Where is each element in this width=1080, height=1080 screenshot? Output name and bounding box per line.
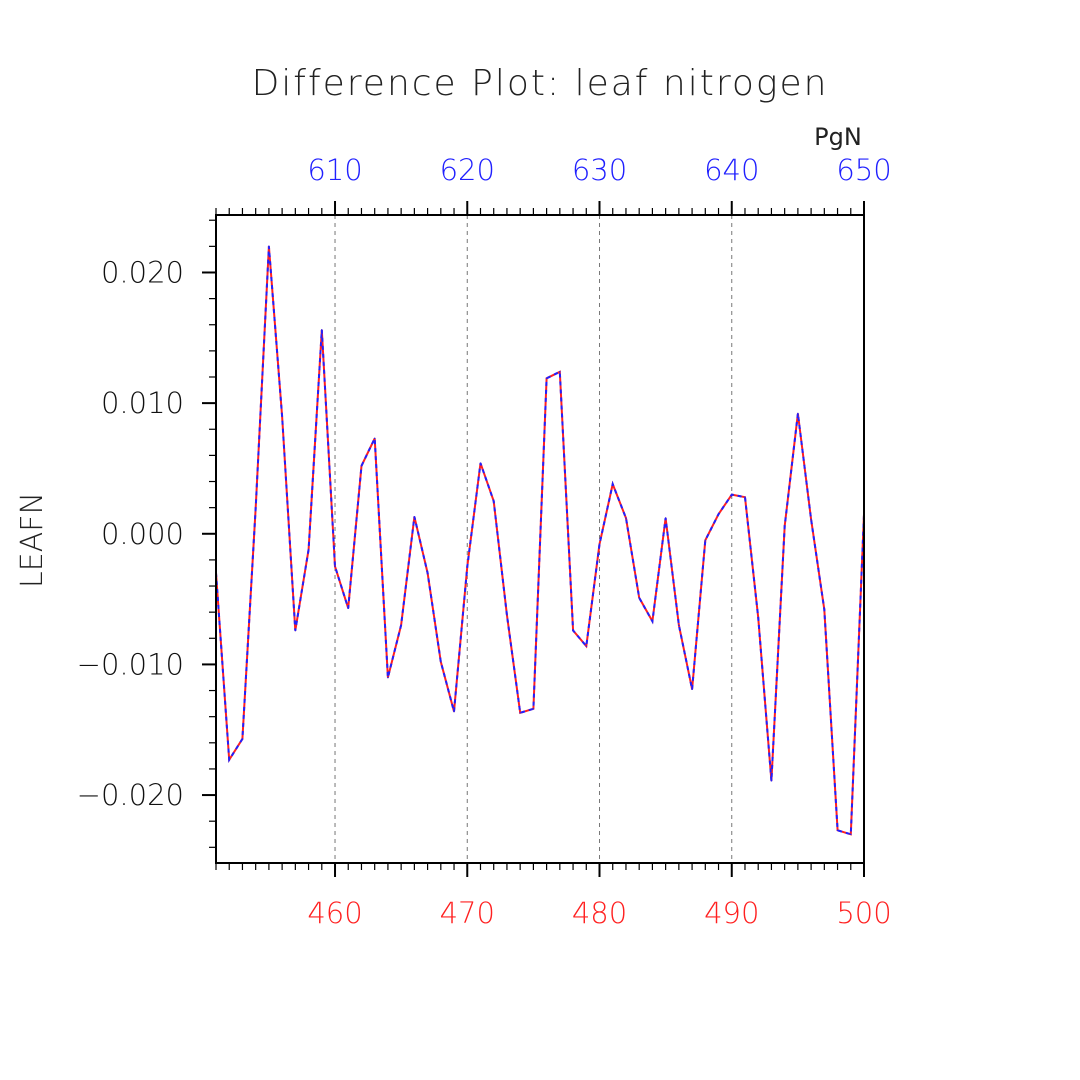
- data-point-blue: [545, 377, 548, 380]
- x-tick-label-bottom: 490: [704, 896, 759, 930]
- data-point-blue: [770, 779, 773, 782]
- data-point-blue: [810, 518, 812, 521]
- data-point-blue: [373, 437, 376, 440]
- x-tick-label-bottom: 460: [307, 896, 362, 930]
- data-point-blue: [730, 493, 733, 496]
- data-point-blue: [849, 833, 852, 836]
- data-point-blue: [334, 565, 336, 568]
- data-point-blue: [254, 506, 257, 509]
- data-point-blue: [519, 711, 521, 714]
- chart-title: Difference Plot: leaf nitrogen: [252, 63, 829, 104]
- x-tick-label-bottom: 480: [572, 896, 627, 930]
- x-tick-label-top: 640: [704, 153, 759, 187]
- y-tick-label: 0.010: [101, 386, 184, 420]
- x-tick-label-top: 620: [440, 153, 495, 187]
- x-tick-label-top: 650: [836, 153, 891, 187]
- data-point-blue: [783, 525, 786, 527]
- data-point-blue: [413, 515, 416, 518]
- tick-labels: 460 470 480 490 500 610 620 630 640 650 0.020 0.010…: [77, 153, 892, 930]
- data-point-blue: [664, 517, 667, 519]
- data-point-blue: [281, 415, 283, 417]
- y-tick-label: −0.020: [77, 778, 184, 812]
- data-point-blue: [506, 613, 508, 616]
- data-point-blue: [585, 645, 588, 647]
- data-point-blue: [479, 462, 482, 465]
- data-point-blue: [228, 758, 231, 761]
- data-point-blue: [836, 829, 839, 832]
- data-point-blue: [440, 661, 442, 663]
- data-point-blue: [717, 513, 720, 515]
- y-axis-label: LEAFN: [15, 492, 50, 588]
- data-point-blue: [466, 565, 469, 568]
- grid-lines: [334, 215, 733, 863]
- data-point-blue: [360, 465, 363, 467]
- data-point-blue: [678, 624, 680, 627]
- data-point-blue: [400, 624, 402, 627]
- series-line-red: [215, 246, 865, 836]
- data-point-blue: [625, 517, 627, 519]
- series-line-blue: [215, 246, 865, 836]
- data-point-blue: [638, 596, 640, 599]
- y-tick-label: 0.020: [101, 255, 184, 289]
- data-point-blue: [320, 329, 323, 331]
- data-point-blue: [598, 543, 601, 546]
- data-point-blue: [294, 629, 297, 632]
- data-point-blue: [532, 708, 535, 710]
- top-axis-units-label: PgN: [814, 123, 862, 151]
- data-point-blue: [704, 539, 707, 542]
- x-tick-label-bottom: 470: [440, 896, 495, 930]
- data-point-blue: [823, 608, 826, 611]
- axis-ticks: [202, 201, 865, 877]
- data-point-blue: [744, 496, 746, 498]
- x-tick-label-bottom: 500: [836, 896, 891, 930]
- x-tick-label-top: 630: [572, 153, 627, 187]
- data-point-blue: [691, 688, 693, 691]
- data-point-blue: [492, 500, 495, 502]
- data-point-blue: [797, 412, 799, 415]
- data-point-blue: [757, 616, 760, 619]
- data-point-blue: [453, 710, 455, 713]
- plot-frame: [215, 214, 865, 864]
- data-point-blue: [268, 245, 270, 248]
- x-tick-label-top: 610: [307, 153, 362, 187]
- data-point-blue: [387, 676, 389, 679]
- data-point-blue: [307, 548, 310, 551]
- data-point-blue: [611, 483, 614, 485]
- series-lines: [215, 245, 865, 836]
- y-tick-label: 0.000: [101, 517, 184, 551]
- data-point-blue: [651, 620, 654, 623]
- y-tick-label: −0.010: [77, 647, 184, 681]
- data-point-blue: [572, 629, 574, 632]
- data-point-blue: [347, 607, 350, 610]
- data-point-blue: [241, 738, 244, 740]
- data-point-blue: [426, 572, 429, 574]
- data-point-blue: [559, 370, 561, 373]
